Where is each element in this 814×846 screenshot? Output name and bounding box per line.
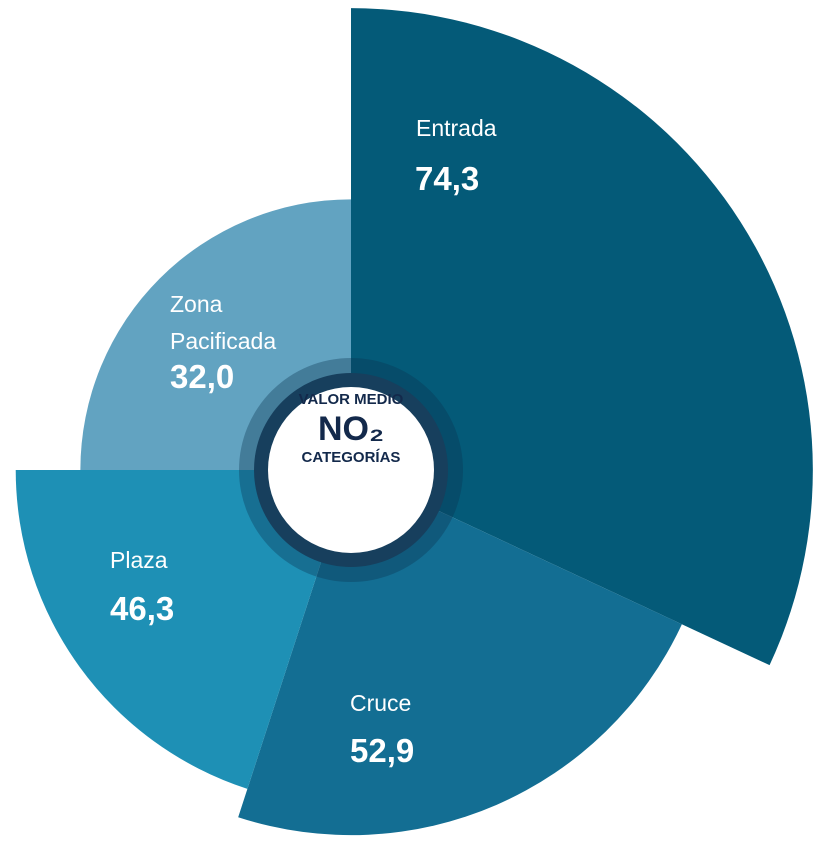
category-label: Cruce [350, 690, 412, 716]
sector [351, 8, 813, 666]
value-label: 52,9 [350, 732, 415, 769]
category-label: Zona Pacificada [170, 291, 277, 354]
center-line: VALOR MEDIO [298, 391, 404, 408]
center-line: NO₂ [317, 410, 385, 448]
center-label: VALOR MEDIO NO₂ CATEGORÍAS [270, 390, 432, 468]
category-label: Entrada [416, 115, 497, 141]
value-label: 46,3 [110, 590, 175, 627]
category-label: Plaza [110, 547, 168, 573]
sector [15, 470, 352, 789]
value-label: 32,0 [170, 358, 235, 395]
center-disc [268, 387, 434, 553]
center-line: CATEGORÍAS [301, 449, 401, 466]
value-label: 74,3 [415, 160, 480, 197]
